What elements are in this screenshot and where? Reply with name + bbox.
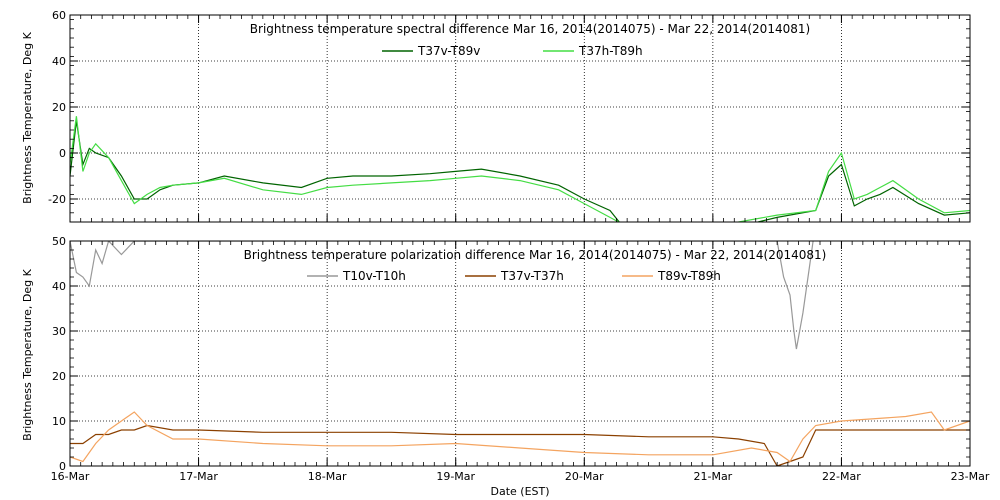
legend-label-t10v-t10h: T10v-T10h [342, 269, 406, 283]
x-tick-label: 21-Mar [693, 470, 732, 483]
grid-top [70, 15, 970, 222]
y-tick-label: 0 [59, 147, 66, 160]
series-line-t37v-t89v [70, 120, 970, 222]
y-tick-label: 20 [52, 101, 66, 114]
x-axis-label: Date (EST) [490, 485, 549, 498]
x-tick-label: 22-Mar [822, 470, 861, 483]
grid-bottom [70, 241, 970, 466]
series-bottom [70, 241, 970, 466]
ticks-bottom: 0 10 20 30 40 50 [52, 235, 971, 473]
x-tick-label: 23-Mar [951, 470, 990, 483]
y-tick-label: 40 [52, 55, 66, 68]
y-tick-label: -20 [48, 193, 66, 206]
chart-title-top: Brightness temperature spectral differen… [250, 22, 810, 36]
x-tick-label: 18-Mar [308, 470, 347, 483]
y-tick-label: 60 [52, 9, 66, 22]
y-tick-label: 10 [52, 415, 66, 428]
x-tick-label: 17-Mar [179, 470, 218, 483]
ticks-top: -20 0 20 40 60 [48, 9, 971, 223]
y-tick-label: 0 [59, 460, 66, 473]
plot-frame-top [69, 14, 971, 223]
legend-bottom: T10v-T10h T37v-T37h T89v-T89h [307, 269, 721, 283]
y-tick-label: 40 [52, 280, 66, 293]
panel-polarization: 0 10 20 30 40 50 Brightness temperature polar… [21, 235, 990, 498]
series-line-t89v-t89h [70, 411, 970, 463]
y-tick-label: 20 [52, 370, 66, 383]
legend-label-t37v-t37h: T37v-T37h [500, 269, 564, 283]
x-tick-label: 20-Mar [565, 470, 604, 483]
series-line-t37h-t89h [70, 116, 970, 222]
chart-title-bottom: Brightness temperature polarization diff… [244, 248, 827, 262]
legend-label-t89v-t89h: T89v-T89h [657, 269, 721, 283]
legend-label-t37v-t89v: T37v-T89v [417, 44, 480, 58]
panel-spectral: -20 0 20 40 60 Brightness temperature spectr… [21, 9, 971, 223]
y-axis-label-top: Brightness Temperature, Deg K [21, 31, 34, 203]
legend-label-t37h-t89h: T37h-T89h [578, 44, 643, 58]
y-axis-label-bottom: Brightness Temperature, Deg K [21, 268, 34, 440]
series-top [70, 116, 970, 222]
series-line-t10v-t10h [70, 241, 814, 350]
y-tick-label: 30 [52, 325, 66, 338]
y-tick-label: 50 [52, 235, 66, 248]
x-tick-label: 16-Mar [51, 470, 90, 483]
series-line-t37v-t37h [70, 424, 970, 466]
legend-top: T37v-T89v T37h-T89h [382, 44, 643, 58]
x-tick-label: 19-Mar [436, 470, 475, 483]
x-tick-labels: 16-Mar 17-Mar 18-Mar 19-Mar 20-Mar 21-Mar 22-M… [51, 470, 990, 483]
